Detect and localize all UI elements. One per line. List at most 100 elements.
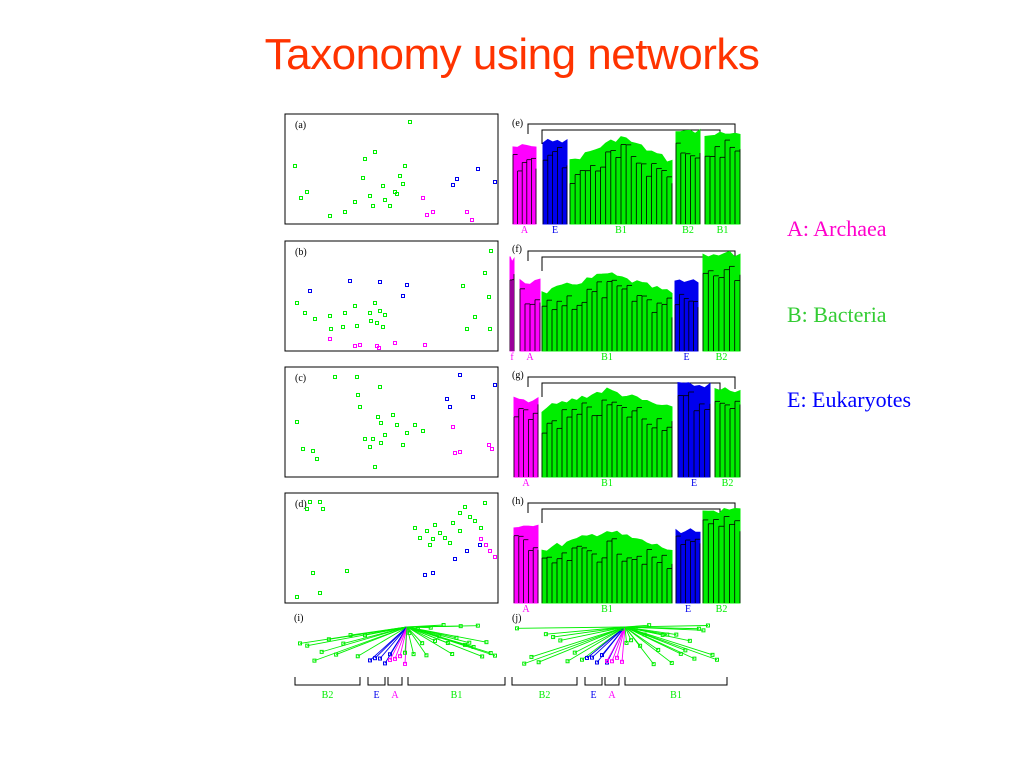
tree-branch xyxy=(364,626,408,636)
tree-leaf xyxy=(341,641,346,646)
bacteria-point xyxy=(458,511,462,515)
bacteria-point xyxy=(353,304,357,308)
tree-leaf xyxy=(715,657,719,662)
bacteria-point xyxy=(438,531,442,535)
bacteria-point xyxy=(369,319,373,323)
tree-branch xyxy=(624,626,655,665)
bacteria-point xyxy=(311,449,315,453)
cluster-block xyxy=(675,128,701,225)
bacteria-point xyxy=(378,309,382,313)
bacteria-point xyxy=(463,505,467,509)
tree-leaf xyxy=(536,660,541,665)
tree-panel-j: (j) B2 E A B1 xyxy=(511,613,728,701)
tree-leaf xyxy=(484,640,489,645)
bacteria-point xyxy=(401,182,405,186)
archaea-point xyxy=(377,346,381,350)
tree-leaf xyxy=(656,647,661,652)
tree-leaf xyxy=(368,658,372,663)
tree-leaf xyxy=(383,661,387,666)
bacteria-point xyxy=(363,157,367,161)
tree-branch xyxy=(616,626,626,658)
eukaryote-point xyxy=(465,549,469,553)
panel-label-h: (h) xyxy=(512,496,524,507)
bacteria-point xyxy=(293,164,297,168)
bacteria-point xyxy=(305,507,309,511)
group-label: B1 xyxy=(601,352,613,363)
figure-panels: (a) (b) (c) (d) (e) A E B1 B2 B1 (f) f A B1 E B2… xyxy=(284,113,741,701)
group-bracket xyxy=(584,677,603,686)
panel-label-d: (d) xyxy=(295,499,307,510)
bacteria-point xyxy=(468,515,472,519)
tree-leaf xyxy=(600,653,604,658)
tree-branch xyxy=(560,626,626,641)
bacteria-point xyxy=(321,507,325,511)
tree-leaf xyxy=(565,659,570,664)
bacteria-point xyxy=(315,457,319,461)
group-label: E xyxy=(590,690,596,701)
bacteria-point xyxy=(383,198,387,202)
tree-branch xyxy=(406,626,427,656)
tree-leaf xyxy=(348,633,353,638)
bacteria-point xyxy=(373,150,377,154)
eukaryote-point xyxy=(451,183,455,187)
bacteria-point xyxy=(391,413,395,417)
tree-branch xyxy=(406,626,487,643)
bacteria-point xyxy=(371,204,375,208)
tree-leaf xyxy=(475,623,480,628)
tree-branch xyxy=(553,626,626,638)
tree-leaf xyxy=(326,637,331,642)
tree-branch xyxy=(350,626,408,636)
tree-leaf xyxy=(398,654,402,659)
tree-leaf xyxy=(450,651,455,656)
bacteria-point xyxy=(398,174,402,178)
bacteria-point xyxy=(418,536,422,540)
bacteria-point xyxy=(489,249,493,253)
tree-branch xyxy=(624,626,704,631)
tree-branch xyxy=(624,626,718,661)
tree-leaf xyxy=(393,656,397,661)
tree-leaf xyxy=(605,659,609,664)
bacteria-point xyxy=(413,526,417,530)
tree-leaf xyxy=(674,632,679,637)
scatter-panel-c: (c) xyxy=(284,366,499,478)
group-label: B2 xyxy=(682,225,694,236)
tree-branch xyxy=(389,626,408,661)
archaea-point xyxy=(490,447,494,451)
bacteria-point xyxy=(299,196,303,200)
tree-leaf xyxy=(424,653,429,658)
cluster-block xyxy=(513,524,539,604)
tree-leaf xyxy=(319,649,324,654)
bacteria-point xyxy=(371,437,375,441)
tree-leaf xyxy=(701,628,706,633)
tree-branch xyxy=(406,626,453,655)
tree-leaf xyxy=(615,655,619,660)
dendrogram-panel-f: (f) f A B1 E B2 xyxy=(509,244,741,363)
bacteria-point xyxy=(356,393,360,397)
bacteria-point xyxy=(408,120,412,124)
tree-branch xyxy=(574,626,626,654)
tree-leaf xyxy=(651,662,656,667)
bacteria-point xyxy=(379,421,383,425)
tree-leaf xyxy=(378,656,382,661)
eukaryote-point xyxy=(493,180,497,184)
archaea-point xyxy=(451,425,455,429)
slide-title: Taxonomy using networks xyxy=(264,30,760,79)
tree-branch xyxy=(624,625,708,628)
tree-leaf xyxy=(522,661,527,666)
bacteria-point xyxy=(413,423,417,427)
group-label: A xyxy=(522,478,530,489)
group-bracket xyxy=(511,677,578,686)
bacteria-point xyxy=(383,433,387,437)
archaea-point xyxy=(493,555,497,559)
group-label: B2 xyxy=(539,690,551,701)
bacteria-point xyxy=(473,519,477,523)
tree-leaf xyxy=(373,656,377,661)
panel-label-i: (i) xyxy=(294,613,303,624)
tree-leaf xyxy=(710,652,715,657)
bacteria-point xyxy=(343,210,347,214)
cluster-block xyxy=(542,138,568,225)
bacteria-point xyxy=(329,327,333,331)
tree-branch xyxy=(399,626,408,657)
group-label: B1 xyxy=(717,225,729,236)
tree-branch xyxy=(406,626,470,644)
